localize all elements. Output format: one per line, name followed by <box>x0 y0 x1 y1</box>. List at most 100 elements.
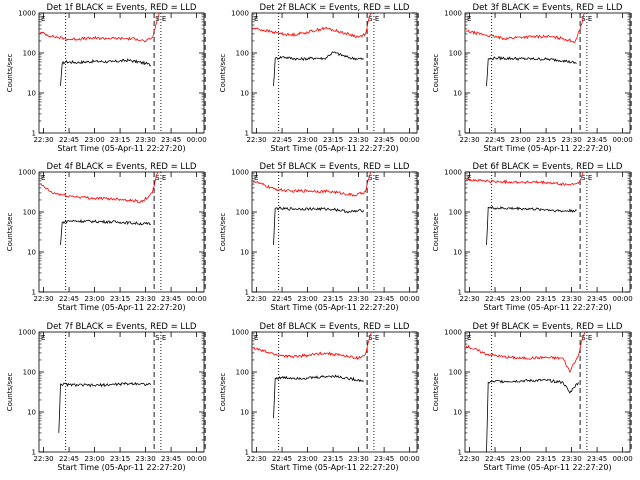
y-tick-label: 10 <box>240 249 249 257</box>
plot-frame <box>464 12 631 134</box>
y-tick-label: 10 <box>27 409 36 417</box>
panel-title: Det 8f BLACK = Events, RED = LLD <box>260 322 410 332</box>
x-tick-label: 00:00 <box>613 455 633 463</box>
marker-e: E <box>162 15 166 23</box>
series-lld-line <box>465 171 586 187</box>
x-tick-label: 23:30 <box>562 455 582 463</box>
x-tick-label: 00:00 <box>400 455 420 463</box>
x-tick-label: 22:30 <box>33 136 53 144</box>
x-tick-label: 23:15 <box>536 295 556 303</box>
plot-frame <box>38 331 205 453</box>
x-axis-label: Start Time (05-Apr-11 22:27:20) <box>57 463 185 472</box>
x-tick-label: 00:00 <box>187 136 207 144</box>
x-tick-label: 23:45 <box>374 455 394 463</box>
y-tick-label: 10 <box>453 409 462 417</box>
marker-e-left: E <box>254 15 258 23</box>
x-tick-label: 23:45 <box>374 136 394 144</box>
y-tick-label: 1000 <box>231 169 249 177</box>
panel-title: Det 1f BLACK = Events, RED = LLD <box>47 3 197 13</box>
x-tick-label: 23:15 <box>323 295 343 303</box>
panel-title: Det 3f BLACK = Events, RED = LLD <box>473 3 623 13</box>
x-tick-label: 23:30 <box>349 455 369 463</box>
y-tick-label: 1000 <box>18 329 36 337</box>
y-axis-label: Counts/sec <box>219 213 227 252</box>
x-tick-label: 23:15 <box>110 136 130 144</box>
y-tick-label: 100 <box>23 209 36 217</box>
y-tick-label: 1 <box>32 289 36 297</box>
x-axis-label: Start Time (05-Apr-11 22:27:20) <box>270 463 398 472</box>
series-lld-line <box>252 12 373 39</box>
x-tick-label: 23:30 <box>562 136 582 144</box>
y-tick-label: 100 <box>236 369 249 377</box>
marker-e: E <box>588 174 592 182</box>
x-tick-label: 22:30 <box>459 136 479 144</box>
marker-s: S <box>581 334 586 342</box>
marker-e-left: E <box>467 334 471 342</box>
y-axis-label: Counts/sec <box>219 373 227 412</box>
x-tick-label: 22:45 <box>272 136 292 144</box>
x-tick-label: 23:00 <box>510 136 530 144</box>
x-tick-label: 22:45 <box>272 295 292 303</box>
y-tick-label: 1 <box>458 449 462 457</box>
x-tick-label: 22:45 <box>59 295 79 303</box>
x-tick-label: 22:45 <box>485 136 505 144</box>
panel-title: Det 9f BLACK = Events, RED = LLD <box>473 322 623 332</box>
y-tick-label: 1000 <box>18 169 36 177</box>
x-tick-label: 23:15 <box>110 455 130 463</box>
marker-e-left: E <box>41 15 45 23</box>
panel-det-3f: Det 3f BLACK = Events, RED = LLD 1 10 100 10… <box>432 3 633 153</box>
x-tick-label: 23:15 <box>536 455 556 463</box>
series-events-line <box>486 56 577 87</box>
x-axis-label: Start Time (05-Apr-11 22:27:20) <box>57 144 185 153</box>
x-tick-label: 23:45 <box>587 136 607 144</box>
x-tick-label: 00:00 <box>400 136 420 144</box>
panel-title: Det 2f BLACK = Events, RED = LLD <box>260 3 410 13</box>
x-tick-label: 23:30 <box>136 136 156 144</box>
panel-title: Det 7f BLACK = Events, RED = LLD <box>47 322 197 332</box>
y-tick-label: 1000 <box>18 10 36 18</box>
y-tick-label: 1000 <box>231 329 249 337</box>
x-tick-label: 23:00 <box>297 136 317 144</box>
x-axis-label: Start Time (05-Apr-11 22:27:20) <box>483 303 611 312</box>
plot-frame <box>38 12 205 134</box>
series-lld-line <box>39 12 160 43</box>
y-tick-label: 100 <box>23 369 36 377</box>
x-tick-label: 23:30 <box>562 295 582 303</box>
x-tick-label: 23:45 <box>161 455 181 463</box>
marker-s: S <box>581 15 586 23</box>
x-tick-label: 23:15 <box>323 136 343 144</box>
series-lld-line <box>39 171 160 204</box>
x-tick-label: 23:00 <box>84 455 104 463</box>
y-axis-label: Counts/sec <box>6 54 14 93</box>
x-tick-label: 23:15 <box>536 136 556 144</box>
x-tick-label: 22:45 <box>485 295 505 303</box>
y-tick-label: 1000 <box>444 10 462 18</box>
marker-e: E <box>375 15 379 23</box>
series-events-line <box>273 51 364 87</box>
marker-e: E <box>588 15 592 23</box>
y-axis-label: Counts/sec <box>432 213 440 252</box>
marker-s: S <box>368 15 373 23</box>
y-axis-label: Counts/sec <box>6 373 14 412</box>
x-tick-label: 00:00 <box>613 136 633 144</box>
y-tick-label: 1 <box>458 289 462 297</box>
series-events-line <box>60 58 151 87</box>
panel-det-6f: Det 6f BLACK = Events, RED = LLD 1 10 100 10… <box>432 162 633 312</box>
y-tick-label: 100 <box>449 209 462 217</box>
x-tick-label: 22:30 <box>459 455 479 463</box>
x-tick-label: 23:45 <box>161 295 181 303</box>
plot-frame <box>38 171 205 293</box>
x-tick-label: 00:00 <box>187 295 207 303</box>
x-tick-label: 22:30 <box>246 455 266 463</box>
y-tick-label: 100 <box>236 209 249 217</box>
y-tick-label: 100 <box>449 50 462 58</box>
y-axis-label: Counts/sec <box>432 373 440 412</box>
series-events-line <box>273 206 365 246</box>
series-lld-line <box>252 331 373 360</box>
y-axis-label: Counts/sec <box>6 213 14 252</box>
y-tick-label: 1000 <box>231 10 249 18</box>
panel-det-5f: Det 5f BLACK = Events, RED = LLD 1 10 100 10… <box>219 162 420 312</box>
x-tick-label: 23:30 <box>349 136 369 144</box>
